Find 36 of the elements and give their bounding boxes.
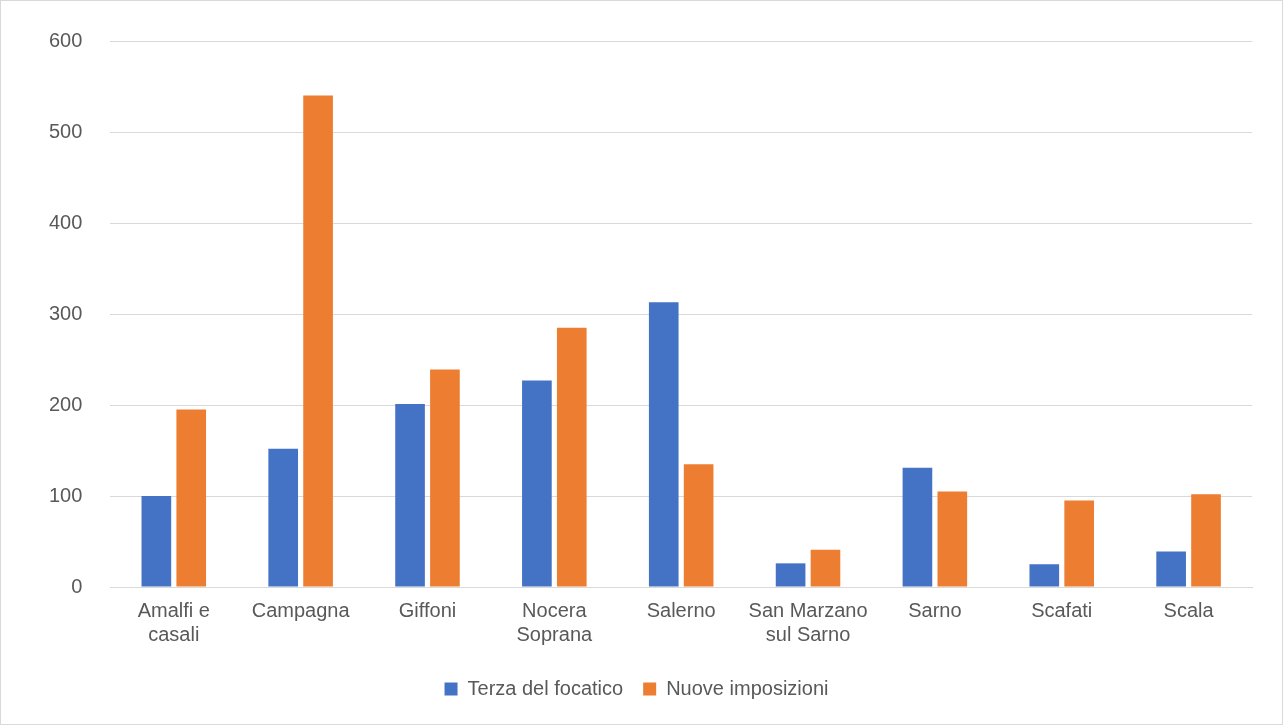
x-tick-label: Campagna: [251, 598, 351, 621]
y-tick-label: 400: [48, 210, 83, 233]
bar: [176, 409, 207, 587]
x-tick-label: Sarno: [908, 598, 962, 621]
x-tick-label: Scala: [1163, 598, 1215, 621]
bar: [902, 467, 933, 587]
y-tick-label: 500: [48, 119, 83, 142]
bar: [648, 302, 679, 587]
bar: [141, 496, 172, 587]
bar: [937, 491, 968, 587]
bar: [303, 95, 333, 587]
legend-label: Nuove imposizioni: [666, 676, 829, 699]
bar: [683, 464, 714, 587]
bar: [810, 549, 841, 587]
legend-label: Terza del focatico: [467, 676, 624, 699]
y-tick-label: 300: [48, 301, 83, 324]
bar: [1191, 494, 1221, 587]
y-tick-label: 0: [71, 574, 83, 597]
x-tick-label: Nocera Soprana: [516, 598, 594, 645]
bar: [430, 369, 460, 587]
bar: [395, 404, 425, 587]
y-tick-label: 600: [48, 28, 83, 51]
x-tick-label: San Marzano sul Sarno: [748, 598, 868, 645]
x-tick-label: Giffoni: [398, 598, 457, 621]
y-tick-label: 100: [48, 483, 83, 506]
x-tick-label: Scafati: [1031, 598, 1093, 621]
y-tick-label: 200: [48, 392, 83, 415]
bar: [268, 448, 299, 587]
x-tick-label: Amalfi e casali: [137, 598, 210, 645]
bar: [775, 563, 806, 587]
bar: [1156, 551, 1186, 587]
bar: [556, 327, 587, 587]
bar: [522, 380, 552, 587]
x-tick-label: Salerno: [646, 598, 716, 621]
bar: [1029, 564, 1060, 587]
bar: [1064, 500, 1094, 587]
